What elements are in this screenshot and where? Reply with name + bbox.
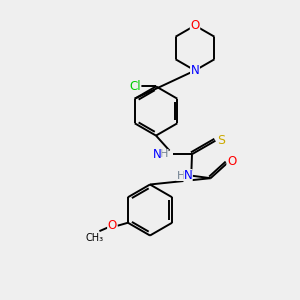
- Text: O: O: [190, 19, 200, 32]
- Text: N: N: [190, 64, 200, 77]
- Text: Cl: Cl: [129, 80, 141, 93]
- Text: O: O: [227, 155, 236, 168]
- Text: CH₃: CH₃: [86, 233, 104, 243]
- Text: H: H: [176, 171, 185, 181]
- Text: S: S: [217, 134, 225, 147]
- Text: O: O: [108, 219, 117, 232]
- Text: N: N: [184, 169, 193, 182]
- Text: H: H: [160, 149, 168, 159]
- Text: N: N: [152, 148, 161, 161]
